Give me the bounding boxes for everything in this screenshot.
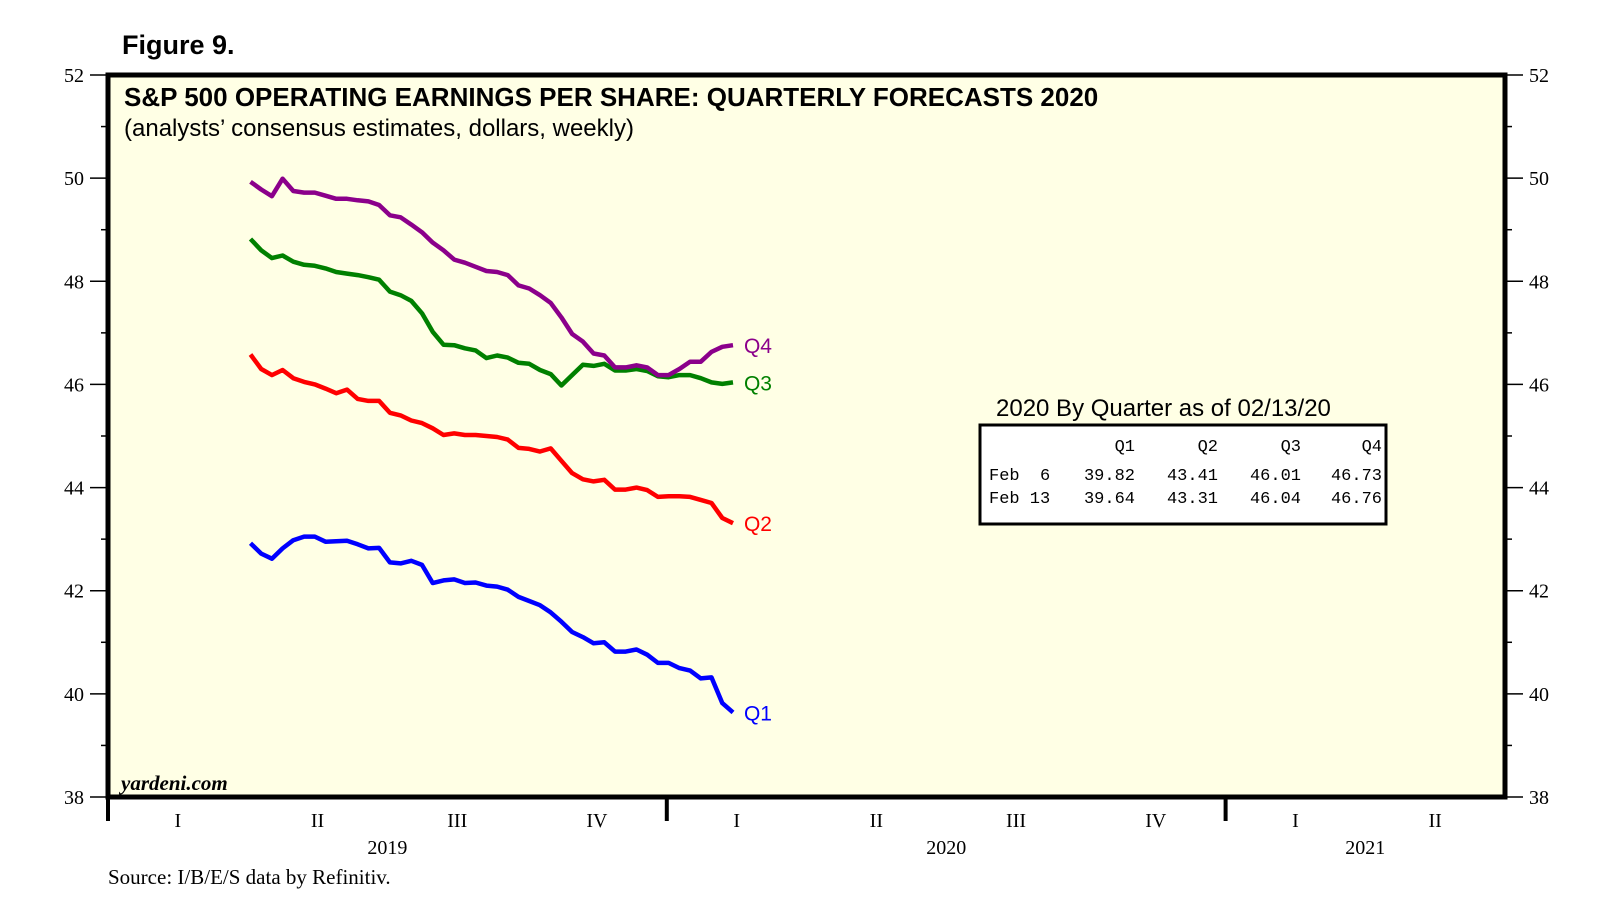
- table-cell: 43.41: [1167, 467, 1218, 486]
- table-header-cell: Q1: [1115, 438, 1135, 457]
- table-header-cell: Q2: [1198, 438, 1218, 457]
- y-tick-label-left: 40: [64, 684, 84, 706]
- table-header-cell: Q3: [1281, 438, 1301, 457]
- series-label-q2: Q2: [744, 513, 772, 536]
- source-note: Source: I/B/E/S data by Refinitiv.: [108, 865, 391, 889]
- year-label: 2020: [926, 837, 966, 859]
- quarter-label: IV: [586, 810, 608, 832]
- y-tick-label-right: 50: [1529, 168, 1549, 190]
- table-row-label: Feb 6: [989, 467, 1050, 486]
- y-tick-label-left: 38: [64, 787, 84, 809]
- quarter-label: II: [1428, 810, 1441, 832]
- chart-subtitle: (analysts’ consensus estimates, dollars,…: [124, 115, 634, 142]
- series-label-q1: Q1: [744, 702, 772, 725]
- quarter-label: II: [311, 810, 324, 832]
- quarter-label: III: [447, 810, 467, 832]
- table-row-label: Feb 13: [989, 490, 1050, 509]
- y-tick-label-right: 48: [1529, 271, 1549, 293]
- table-cell: 39.64: [1084, 490, 1135, 509]
- y-tick-label-right: 44: [1529, 478, 1549, 500]
- year-label: 2021: [1345, 837, 1385, 859]
- y-axis-right: 38 40 42 44 46 48 50 52: [1505, 65, 1549, 809]
- table-cell: 43.31: [1167, 490, 1218, 509]
- chart-title: S&P 500 OPERATING EARNINGS PER SHARE: QU…: [124, 82, 1098, 112]
- table-cell: 46.73: [1331, 467, 1382, 486]
- quarter-label: IV: [1145, 810, 1167, 832]
- year-label: 2019: [367, 837, 407, 859]
- quarter-label: I: [733, 810, 740, 832]
- y-axis-left: 38 40 42 44 46 48 50 52: [64, 65, 108, 809]
- table-cell: 46.04: [1250, 490, 1301, 509]
- table-header-cell: Q4: [1362, 438, 1382, 457]
- y-tick-label-right: 42: [1529, 581, 1549, 603]
- y-tick-label-left: 50: [64, 168, 84, 190]
- table-cell: 46.76: [1331, 490, 1382, 509]
- figure-label: Figure 9.: [122, 30, 235, 60]
- data-table: 2020 By Quarter as of 02/13/20 Q1 Q2 Q3 Q4 F…: [978, 395, 1388, 526]
- watermark: yardeni.com: [118, 771, 228, 795]
- series-label-q3: Q3: [744, 372, 772, 395]
- y-tick-label-right: 40: [1529, 684, 1549, 706]
- quarter-label: I: [1292, 810, 1299, 832]
- y-tick-label-left: 52: [64, 65, 84, 87]
- y-tick-label-left: 48: [64, 271, 84, 293]
- series-lines: [248, 176, 735, 715]
- series-end-labels: Q1 Q2 Q3 Q4: [744, 335, 772, 725]
- table-box: [978, 423, 1388, 526]
- series-line-q2: [248, 353, 734, 526]
- table-cell: 39.82: [1084, 467, 1135, 486]
- table-cell: 46.01: [1250, 467, 1301, 486]
- y-tick-label-right: 38: [1529, 787, 1549, 809]
- y-tick-label-right: 46: [1529, 374, 1549, 396]
- quarter-label: I: [175, 810, 182, 832]
- table-heading: 2020 By Quarter as of 02/13/20: [996, 395, 1331, 422]
- quarter-label: III: [1006, 810, 1026, 832]
- series-line-q1: [248, 534, 735, 715]
- series-label-q4: Q4: [744, 335, 772, 358]
- series-line-q4: [249, 176, 734, 378]
- quarter-label: II: [870, 810, 883, 832]
- y-tick-label-right: 52: [1529, 65, 1549, 87]
- y-tick-label-left: 42: [64, 581, 84, 603]
- y-tick-label-left: 44: [64, 478, 84, 500]
- y-tick-label-left: 46: [64, 374, 84, 396]
